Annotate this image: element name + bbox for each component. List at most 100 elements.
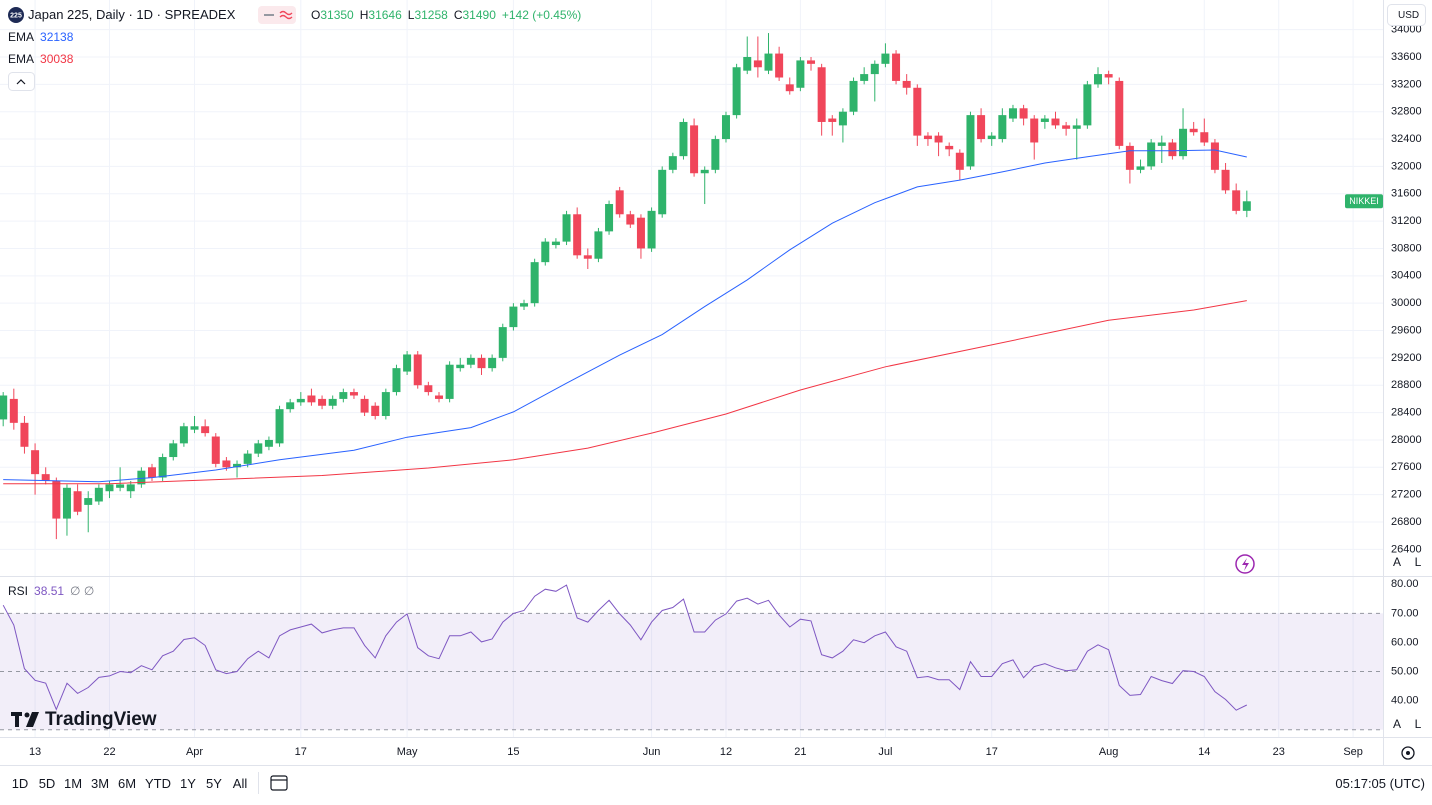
candle-body bbox=[360, 398, 369, 413]
y-tick-label: 29200 bbox=[1391, 352, 1422, 364]
candle-body bbox=[753, 60, 762, 68]
candle-body bbox=[1115, 80, 1124, 146]
candle-body bbox=[530, 262, 539, 304]
candle-body bbox=[498, 327, 507, 358]
candle-body bbox=[860, 74, 869, 81]
y-tick-label: 31600 bbox=[1391, 188, 1422, 200]
range-button[interactable]: 1M bbox=[63, 776, 83, 791]
candle-body bbox=[541, 241, 550, 263]
candle-body bbox=[201, 426, 210, 434]
x-tick-label: 23 bbox=[1273, 746, 1285, 758]
candle-body bbox=[977, 115, 986, 140]
logo-mark bbox=[24, 712, 30, 718]
candle-body bbox=[711, 139, 720, 170]
range-button[interactable]: 6M bbox=[117, 776, 137, 791]
settings-icon[interactable] bbox=[1401, 746, 1415, 760]
candle-body bbox=[1179, 128, 1188, 157]
rsi-tick-label: 40.00 bbox=[1391, 695, 1419, 707]
goto-date-icon[interactable] bbox=[270, 775, 288, 791]
y-tick-label: 28400 bbox=[1391, 406, 1422, 418]
x-tick-label: May bbox=[397, 746, 418, 758]
candle-body bbox=[126, 484, 135, 492]
range-button[interactable]: 1Y bbox=[180, 776, 196, 791]
range-button[interactable]: 1D bbox=[11, 776, 29, 791]
scale-button[interactable]: L bbox=[1415, 717, 1422, 731]
candle-body bbox=[583, 255, 592, 259]
rsi-tick-label: 70.00 bbox=[1391, 607, 1419, 619]
candle-body bbox=[796, 60, 805, 88]
x-tick-label: 15 bbox=[507, 746, 519, 758]
candle-body bbox=[902, 80, 911, 88]
candle-body bbox=[1147, 142, 1156, 167]
x-tick-label: Aug bbox=[1099, 746, 1119, 758]
candle-body bbox=[477, 357, 486, 369]
candle-body bbox=[52, 480, 61, 519]
legend-prefix: H bbox=[359, 8, 369, 22]
indicator-extra: ∅ ∅ bbox=[70, 584, 95, 598]
candle-body bbox=[743, 56, 752, 71]
candle-body bbox=[1008, 108, 1017, 119]
indicator-name: EMA bbox=[8, 52, 35, 66]
x-tick-label: Apr bbox=[186, 746, 203, 758]
y-tick-label: 30000 bbox=[1391, 297, 1422, 309]
price-tag: NIKKEI bbox=[1349, 196, 1379, 206]
indicator-value: 30038 bbox=[40, 52, 74, 66]
y-tick-label: 31200 bbox=[1391, 215, 1422, 227]
candle-body bbox=[573, 214, 582, 256]
candle-body bbox=[966, 115, 975, 167]
x-tick-label: 22 bbox=[103, 746, 115, 758]
candle-body bbox=[137, 470, 146, 485]
candle-body bbox=[84, 498, 93, 505]
candle-body bbox=[1242, 201, 1251, 211]
scale-button[interactable]: L bbox=[1415, 555, 1422, 569]
candle-body bbox=[775, 53, 784, 78]
candle-body bbox=[1136, 166, 1145, 170]
collapse-button[interactable] bbox=[8, 72, 35, 91]
candle-body bbox=[1157, 142, 1166, 146]
x-tick-label: 12 bbox=[720, 746, 732, 758]
indicator-name: EMA bbox=[8, 30, 35, 44]
candle-body bbox=[254, 443, 263, 454]
candle-body bbox=[1040, 118, 1049, 122]
icon bbox=[1242, 558, 1249, 571]
candle-body bbox=[647, 210, 656, 249]
events-icon[interactable] bbox=[1235, 554, 1255, 574]
compare-buttons[interactable] bbox=[258, 6, 296, 24]
candle-body bbox=[658, 169, 667, 215]
candle-body bbox=[807, 60, 816, 64]
candle-body bbox=[615, 190, 624, 215]
currency-button[interactable] bbox=[1387, 4, 1426, 26]
ema-legend: EMA 30038 bbox=[8, 52, 73, 66]
candle-body bbox=[870, 63, 879, 75]
y-tick-label: 32000 bbox=[1391, 160, 1422, 172]
candle-body bbox=[381, 392, 390, 417]
x-tick-label: 14 bbox=[1198, 746, 1210, 758]
candle-body bbox=[636, 217, 645, 249]
x-tick-label: Sep bbox=[1343, 746, 1363, 758]
watermark: TradingView bbox=[45, 709, 157, 730]
candle-body bbox=[945, 145, 954, 150]
candle-body bbox=[1168, 142, 1177, 157]
ema-legend: EMA 32138 bbox=[8, 30, 73, 44]
candle-body bbox=[190, 426, 199, 430]
range-button[interactable]: All bbox=[232, 776, 248, 791]
symbol-logo bbox=[8, 7, 24, 23]
range-button[interactable]: 3M bbox=[90, 776, 110, 791]
scale-button[interactable]: A bbox=[1393, 555, 1401, 569]
candle-body bbox=[1200, 132, 1209, 143]
candle-body bbox=[233, 463, 242, 468]
logo-mark bbox=[15, 712, 19, 727]
range-button[interactable]: 5Y bbox=[206, 776, 222, 791]
legend-prefix: C bbox=[453, 8, 463, 22]
candle-body bbox=[700, 169, 709, 174]
range-button[interactable]: 5D bbox=[38, 776, 56, 791]
range-button[interactable]: YTD bbox=[145, 776, 171, 791]
candle-body bbox=[1019, 108, 1028, 119]
chart-title: Japan 225, Daily · 1D · SPREADEX bbox=[28, 7, 236, 22]
candle-body bbox=[913, 87, 922, 136]
scale-button[interactable]: A bbox=[1393, 717, 1401, 731]
candle-body bbox=[0, 395, 8, 420]
candle-body bbox=[371, 405, 380, 417]
legend-value: 31646 bbox=[368, 8, 402, 22]
